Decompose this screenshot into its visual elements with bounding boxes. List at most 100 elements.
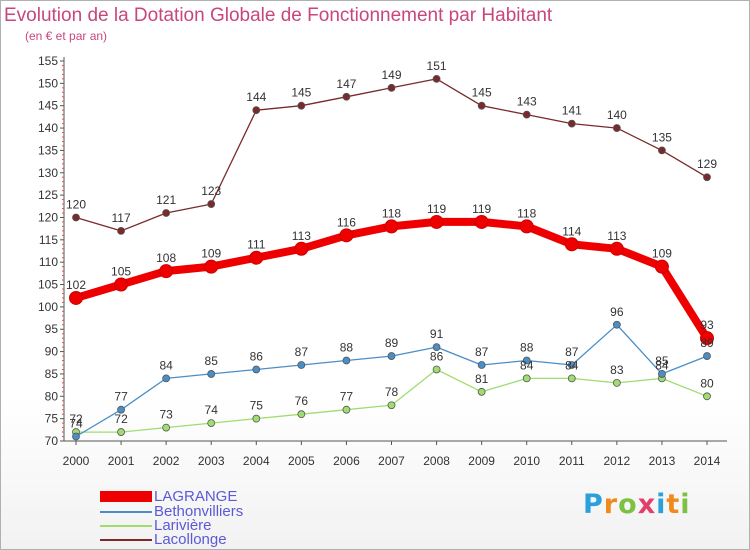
data-point xyxy=(252,414,261,423)
chart-subtitle: (en € et par an) xyxy=(25,29,108,43)
data-label: 151 xyxy=(427,59,447,73)
data-label: 87 xyxy=(295,345,309,359)
data-point xyxy=(477,387,486,396)
data-label: 96 xyxy=(610,305,624,319)
logo-letter: i xyxy=(656,489,667,520)
data-point xyxy=(567,119,576,128)
y-tick-label: 130 xyxy=(38,166,58,180)
x-tick-label: 2000 xyxy=(63,454,90,468)
logo-letter: t xyxy=(666,489,681,520)
data-point xyxy=(297,361,306,369)
x-tick-label: 2006 xyxy=(333,454,360,468)
data-label: 144 xyxy=(246,90,266,104)
data-label: 72 xyxy=(114,412,128,426)
data-label: 89 xyxy=(385,336,399,350)
data-point xyxy=(207,200,216,208)
data-label: 119 xyxy=(427,202,446,216)
data-label: 75 xyxy=(250,399,264,413)
data-label: 80 xyxy=(700,376,714,390)
data-point xyxy=(162,209,171,217)
data-point xyxy=(117,428,125,436)
data-point xyxy=(429,214,444,229)
data-label: 121 xyxy=(156,193,176,207)
data-point xyxy=(432,74,441,83)
data-label: 118 xyxy=(382,206,401,220)
y-tick-label: 125 xyxy=(38,188,58,202)
data-point xyxy=(700,331,714,346)
y-tick-label: 70 xyxy=(45,434,59,448)
data-label: 113 xyxy=(292,229,311,243)
y-tick-label: 155 xyxy=(38,54,58,68)
data-label: 113 xyxy=(607,229,626,243)
data-label: 123 xyxy=(201,184,221,198)
y-tick-label: 85 xyxy=(45,367,59,381)
x-tick-label: 2014 xyxy=(694,454,721,468)
data-label: 84 xyxy=(520,358,534,372)
data-point xyxy=(162,423,171,432)
logo-letter: P xyxy=(583,489,604,520)
chart-title: Evolution de la Dotation Globale de Fonc… xyxy=(4,5,553,26)
legend-label: Larivière xyxy=(154,517,212,534)
data-point xyxy=(432,343,441,352)
data-point xyxy=(658,370,666,378)
x-tick-label: 2008 xyxy=(423,454,450,468)
data-label: 111 xyxy=(247,238,266,252)
data-point xyxy=(252,365,261,374)
chart-axes: 7075808590951001051101151201251301351401… xyxy=(38,54,727,468)
data-point xyxy=(204,259,219,274)
data-point xyxy=(117,226,125,235)
data-point xyxy=(342,405,351,414)
x-tick-label: 2004 xyxy=(243,454,270,468)
data-label: 102 xyxy=(66,278,86,292)
data-point xyxy=(658,146,666,155)
data-label: 145 xyxy=(472,86,492,100)
data-label: 78 xyxy=(385,385,399,399)
data-label: 141 xyxy=(562,104,582,118)
legend-label: Lacollonge xyxy=(154,531,227,548)
data-label: 87 xyxy=(565,345,579,359)
logo-letter: x xyxy=(637,489,657,520)
data-label: 86 xyxy=(430,349,444,363)
y-tick-label: 145 xyxy=(38,99,58,113)
y-tick-label: 105 xyxy=(38,278,58,292)
data-label: 140 xyxy=(607,108,627,122)
data-point xyxy=(567,374,576,383)
data-point xyxy=(612,124,621,132)
data-point xyxy=(297,101,306,110)
data-point xyxy=(207,419,216,428)
data-point xyxy=(567,361,576,369)
data-point xyxy=(114,277,129,292)
data-label: 93 xyxy=(700,318,714,332)
data-label: 88 xyxy=(520,341,534,355)
data-label: 84 xyxy=(159,358,173,372)
y-tick-label: 150 xyxy=(38,76,58,90)
data-point xyxy=(564,237,579,252)
data-label: 81 xyxy=(475,372,489,386)
data-point xyxy=(384,219,399,234)
data-point xyxy=(612,320,621,329)
data-label: 77 xyxy=(114,390,128,404)
data-point xyxy=(703,352,711,360)
data-label: 118 xyxy=(517,206,536,220)
data-label: 87 xyxy=(475,345,489,359)
data-label: 149 xyxy=(381,68,401,82)
data-label: 129 xyxy=(697,157,717,171)
data-label: 145 xyxy=(291,86,311,100)
data-point xyxy=(159,264,174,279)
data-label: 91 xyxy=(430,327,444,341)
y-tick-label: 120 xyxy=(38,210,58,224)
y-tick-label: 135 xyxy=(38,143,58,157)
y-tick-label: 110 xyxy=(39,255,58,269)
data-point xyxy=(522,374,531,383)
data-label: 105 xyxy=(111,265,131,279)
data-label: 147 xyxy=(336,77,356,91)
x-tick-label: 2003 xyxy=(198,454,225,468)
x-tick-label: 2010 xyxy=(513,454,540,468)
data-label: 120 xyxy=(66,197,86,211)
data-point xyxy=(72,432,80,441)
data-point xyxy=(522,110,531,119)
data-label: 114 xyxy=(562,224,581,238)
data-point xyxy=(609,241,624,256)
